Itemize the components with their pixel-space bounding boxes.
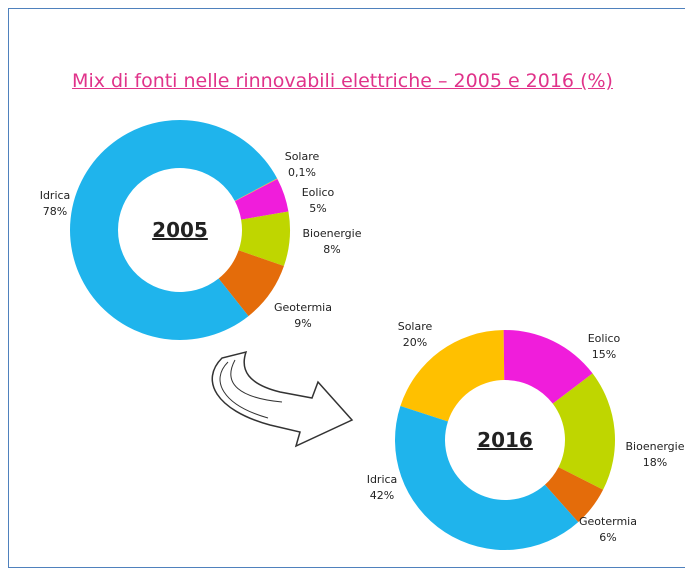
slice-label: Bioenergie — [626, 440, 685, 453]
slice-label: Geotermia — [274, 301, 332, 314]
slice-label: Solare — [285, 150, 320, 163]
slice-label: Geotermia — [579, 515, 637, 528]
donut-center-title: 2016 — [477, 428, 533, 452]
slice-value-label: 8% — [323, 243, 340, 256]
slice-label: Idrica — [40, 189, 71, 202]
donut-center-title: 2005 — [152, 218, 208, 242]
arrow — [212, 352, 352, 446]
slice-value-label: 20% — [403, 336, 427, 349]
chart: Solare 0,1% Eolico 5% Bioenergie 8% Geotermia 9… — [0, 0, 685, 553]
slice-value-label: 78% — [43, 205, 67, 218]
slice-value-label: 6% — [599, 531, 616, 544]
slice-value-label: 0,1% — [288, 166, 316, 179]
slice-label: Bioenergie — [303, 227, 362, 240]
slice-label: Idrica — [367, 473, 398, 486]
slice-value-label: 42% — [370, 489, 394, 502]
slice-label: Eolico — [588, 332, 621, 345]
slice-label: Solare — [398, 320, 433, 333]
page: {"title": "Mix di fonti nelle rinnovabil… — [0, 0, 685, 553]
slice-value-label: 5% — [309, 202, 326, 215]
slice-value-label: 18% — [643, 456, 667, 469]
slice-label: Eolico — [302, 186, 335, 199]
slice-value-label: 9% — [294, 317, 311, 330]
slice-value-label: 15% — [592, 348, 616, 361]
